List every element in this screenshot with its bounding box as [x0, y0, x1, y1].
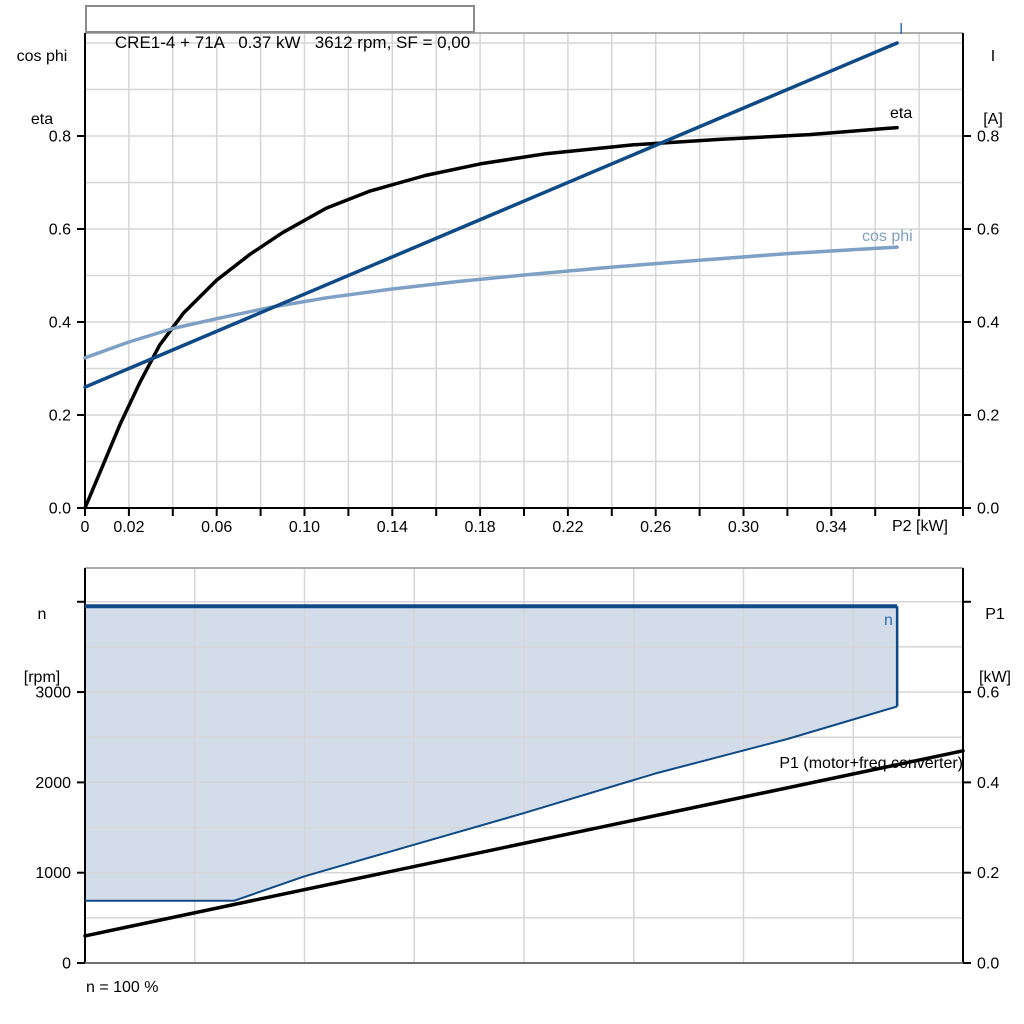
curve-label-speed-envelope: n	[884, 612, 893, 629]
bottom-chart: 0 1000 2000 3000 0.0 0.2 0.4 0.6	[35, 567, 999, 973]
tick-label: 0.0	[49, 501, 71, 518]
tick-label: 0.6	[977, 221, 999, 238]
tick-label: 0.4	[977, 314, 999, 331]
tick-label: 0.0	[977, 501, 999, 518]
x-axis-title-p2: P2 [kW]	[891, 518, 948, 535]
axis-title-current-unit: [A]	[983, 111, 1003, 128]
tick-label: 0.2	[49, 407, 71, 424]
tick-label: 0.26	[640, 519, 671, 536]
curve-label-current: I	[899, 21, 904, 38]
top-chart: 0 0.02 0.06 0.10 0.14 0.18 0.22 0.26 0.30 0.34 0.0…	[49, 32, 999, 536]
chart-title-box: CRE1-4 + 71A 0.37 kW 3612 rpm, SF = 0,00	[85, 5, 475, 52]
curve-label-p1: P1 (motor+freq.converter)	[779, 755, 963, 772]
top-right-axis-title: I [A]	[963, 4, 1023, 172]
tick-label: 0.18	[465, 519, 496, 536]
axis-title-p1: P1	[985, 606, 1005, 623]
tick-label: 0.34	[816, 519, 847, 536]
tick-label: 3000	[35, 685, 71, 702]
tick-label: 0.0	[977, 956, 999, 973]
bottom-right-axis-title: P1 [kW]	[966, 562, 1024, 730]
axis-title-cos-phi: cos phi	[16, 48, 68, 65]
tick-label: 0.2	[977, 865, 999, 882]
axis-title-eta: eta	[30, 111, 54, 128]
tick-label: 0.6	[977, 685, 999, 702]
axis-title-n-unit: [rpm]	[23, 669, 61, 686]
tick-label: 0.8	[977, 128, 999, 145]
axis-title-current: I	[990, 48, 996, 65]
tick-label: 0.4	[49, 314, 71, 331]
tick-label: 0.30	[728, 519, 759, 536]
chart-title: CRE1-4 + 71A 0.37 kW 3612 rpm, SF = 0,00	[114, 33, 471, 52]
tick-label: 0.2	[977, 407, 999, 424]
tick-label: 0	[81, 519, 90, 536]
tick-label: 0.10	[289, 519, 320, 536]
tick-label: 1000	[35, 865, 71, 882]
curve-label-cos-phi: cos phi	[862, 228, 913, 245]
tick-label: 0.6	[49, 221, 71, 238]
axis-title-p1-unit: [kW]	[979, 669, 1011, 686]
tick-label: 0.02	[113, 519, 144, 536]
curve-label-eta: eta	[890, 105, 913, 122]
tick-label: 0.14	[377, 519, 408, 536]
tick-label: 2000	[35, 775, 71, 792]
tick-label: 0.22	[552, 519, 583, 536]
top-left-axis-title: cos phi eta	[2, 4, 82, 172]
tick-label: 0.06	[201, 519, 232, 536]
tick-label: 0	[62, 956, 71, 973]
tick-label: 0.8	[49, 128, 71, 145]
tick-label: 0.4	[977, 775, 999, 792]
axis-title-n: n	[37, 606, 47, 623]
footer-note: n = 100 %	[86, 979, 159, 996]
bottom-left-axis-title: n [rpm]	[2, 562, 82, 730]
